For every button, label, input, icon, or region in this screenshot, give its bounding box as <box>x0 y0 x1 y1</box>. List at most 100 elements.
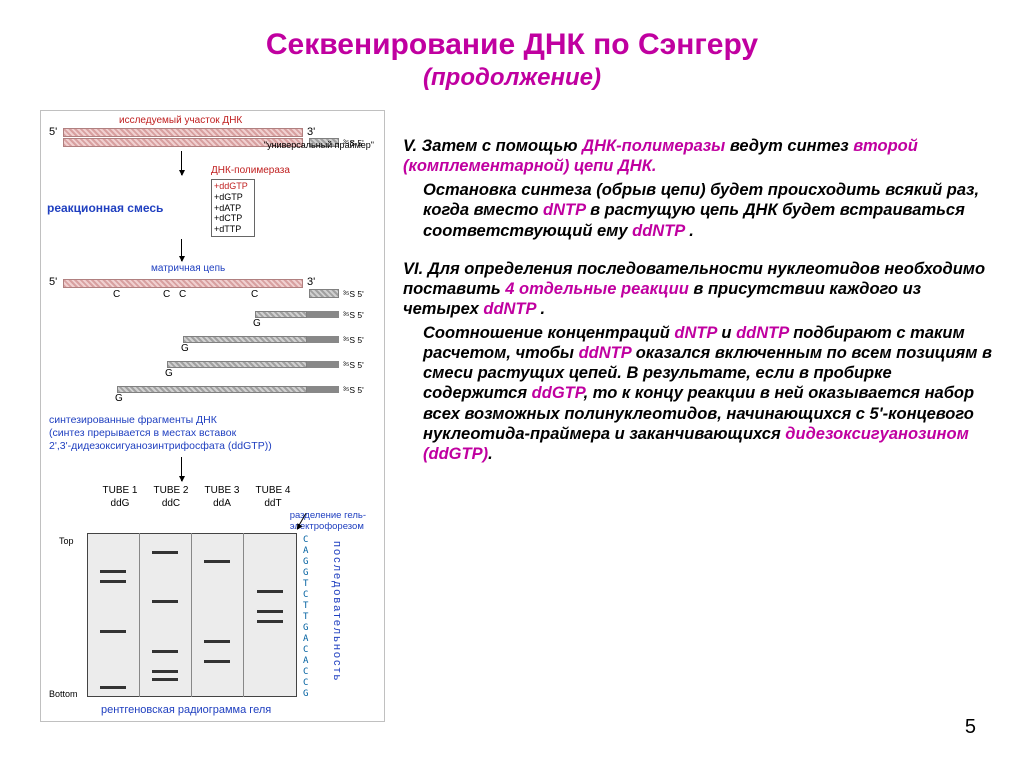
ddt-label: ddT <box>252 498 294 509</box>
p2-text-c: . <box>689 222 694 240</box>
sequence-vertical-label: последовательность <box>331 541 343 682</box>
p2-highlight-1: dNTP <box>543 201 585 219</box>
gel-band <box>100 686 126 689</box>
primer-label: "универсальный праймер" <box>264 141 374 151</box>
dttp-label: +dTTP <box>214 224 252 235</box>
fragment-bar <box>117 386 307 393</box>
ddntp-labels-row: ddG ddC ddA ddT <box>99 498 294 509</box>
s35-label: ³⁵S 5' <box>343 289 364 299</box>
s35-label: ³⁵S 5' <box>343 310 364 320</box>
p4-highlight-2: ddNTP <box>736 324 789 342</box>
dda-label: ddA <box>201 498 243 509</box>
gel-band <box>204 640 230 643</box>
g-letter: G <box>181 343 189 354</box>
gel-band <box>257 590 283 593</box>
c-letter: C <box>251 289 258 300</box>
tube-4-label: TUBE 4 <box>252 485 294 496</box>
p4-text-a: Соотношение концентраций <box>423 324 674 342</box>
gel-band <box>257 620 283 623</box>
ddgtp-label: +ddGTP <box>214 181 252 192</box>
three-prime-label: 3' <box>307 126 315 138</box>
c-letter: C <box>179 289 186 300</box>
fragment-bar <box>167 361 307 368</box>
p4-highlight-1: dNTP <box>674 324 716 342</box>
sanger-diagram: исследуемый участок ДНК 5' 3' ³⁵S 5' "ун… <box>40 110 385 722</box>
gel-band <box>152 670 178 673</box>
template-strand <box>63 279 303 288</box>
gel-band <box>100 570 126 573</box>
gel-band <box>152 551 178 554</box>
gel-lane-divider <box>191 533 192 697</box>
dna-region-label: исследуемый участок ДНК <box>119 115 242 126</box>
slide-title: Секвенирование ДНК по Сэнгеру (продолжен… <box>0 0 1024 110</box>
primer-bar <box>309 289 339 298</box>
s35-label: ³⁵S 5' <box>343 335 364 345</box>
dctp-label: +dCTP <box>214 213 252 224</box>
ddg-label: ddG <box>99 498 141 509</box>
ntp-box: +ddGTP +dGTP +dATP +dCTP +dTTP <box>211 179 255 237</box>
arrow-down-icon <box>181 151 182 175</box>
p4-text-b: и <box>717 324 736 342</box>
tube-3-label: TUBE 3 <box>201 485 243 496</box>
five-prime-label: 5' <box>49 276 57 288</box>
tube-2-label: TUBE 2 <box>150 485 192 496</box>
gel-band <box>204 560 230 563</box>
p3-highlight-2: ddNTP <box>483 300 540 318</box>
ddc-label: ddC <box>150 498 192 509</box>
text-column: V. Затем с помощью ДНК-полимеразы ведут … <box>403 110 994 722</box>
gel-band <box>100 580 126 583</box>
gel-band <box>152 600 178 603</box>
s35-label: ³⁵S 5' <box>343 360 364 370</box>
p2-highlight-2: ddNTP <box>632 222 689 240</box>
p3-text-c: . <box>541 300 546 318</box>
p4-text-g: . <box>488 445 493 463</box>
title-sub: (продолжение) <box>40 64 984 92</box>
gel-box <box>87 533 297 697</box>
c-letter: C <box>163 289 170 300</box>
synthesized-fragments-label: синтезированные фрагменты ДНК (синтез пр… <box>49 414 299 453</box>
gel-bottom-label: Bottom <box>49 689 78 699</box>
p3-highlight-1: 4 отдельные реакции <box>505 280 689 298</box>
fragment-primer <box>307 386 339 393</box>
radiogram-label: рентгеновская радиограмма геля <box>101 704 271 716</box>
page-number: 5 <box>965 716 976 739</box>
datp-label: +dATP <box>214 203 252 214</box>
g-letter: G <box>165 368 173 379</box>
arrow-down-icon <box>181 239 182 261</box>
gel-band <box>204 660 230 663</box>
gel-band <box>152 650 178 653</box>
title-main: Секвенирование ДНК по Сэнгеру <box>40 28 984 62</box>
fragment-primer <box>307 361 339 368</box>
reaction-mix-label: реакционная смесь <box>47 201 163 215</box>
tube-1-label: TUBE 1 <box>99 485 141 496</box>
five-prime-label: 5' <box>49 126 57 138</box>
g-letter: G <box>253 318 261 329</box>
reaction-mix-text: реакционная смесь <box>47 201 163 215</box>
polymerase-label: ДНК-полимераза <box>211 165 290 176</box>
p1-text-a: Затем с помощью <box>417 137 582 155</box>
arrow-down-icon <box>181 457 182 481</box>
gel-lane-divider <box>139 533 140 697</box>
roman-v: V. <box>403 137 417 155</box>
c-letter: C <box>113 289 120 300</box>
fragment-bar <box>255 311 307 318</box>
template-chain-label: матричная цепь <box>151 263 225 274</box>
tube-labels-row: TUBE 1 TUBE 2 TUBE 3 TUBE 4 <box>99 485 294 496</box>
p4-text-f: и заканчивающихся <box>610 425 785 443</box>
g-letter: G <box>115 393 123 404</box>
fragment-primer <box>307 311 339 318</box>
p1-highlight-1: ДНК-полимеразы <box>582 137 725 155</box>
gel-band <box>257 610 283 613</box>
dna-top-strand <box>63 128 303 137</box>
fragment-bar <box>183 336 307 343</box>
s35-label: ³⁵S 5' <box>343 385 364 395</box>
content-area: исследуемый участок ДНК 5' 3' ³⁵S 5' "ун… <box>0 110 1024 722</box>
roman-vi: VI. <box>403 260 423 278</box>
paragraph-vi: VI. Для определения последовательности н… <box>403 259 994 464</box>
gel-lane-divider <box>243 533 244 697</box>
gel-top-label: Top <box>59 536 74 546</box>
gel-band <box>100 630 126 633</box>
p1-text-b: ведут синтез <box>725 137 853 155</box>
p4-highlight-3: ddNTP <box>579 344 632 362</box>
sequence-letters: C A G G T C T T G A C A C C G <box>303 535 308 700</box>
